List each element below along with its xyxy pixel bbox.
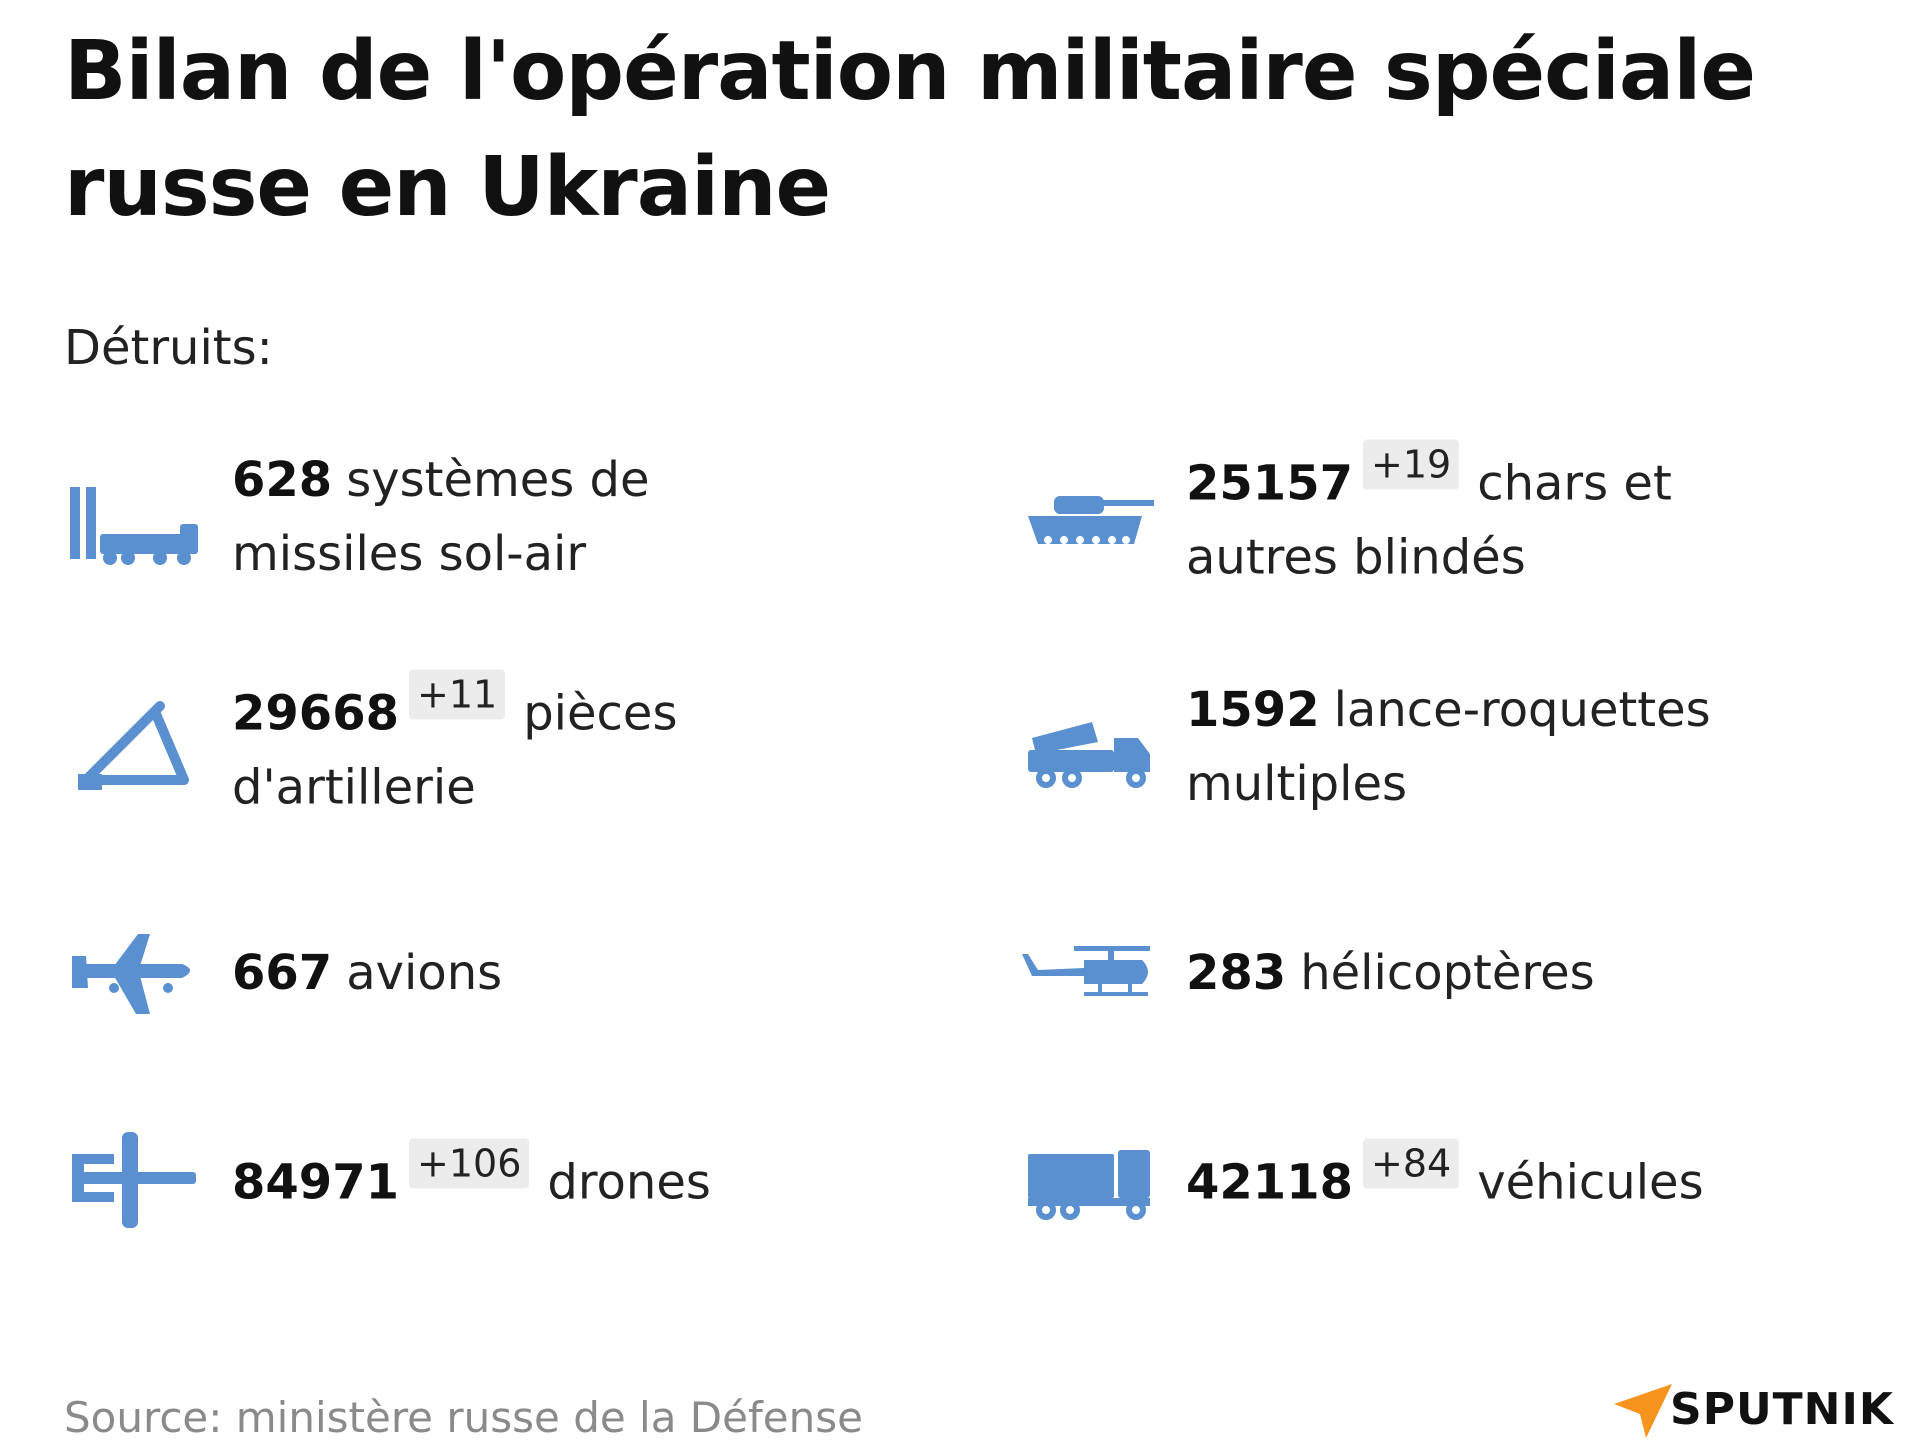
- stat-text: 667 avions: [232, 936, 832, 1010]
- stat-vehicles: 42118 +84 véhicules: [1018, 1094, 1778, 1264]
- stat-number: 628: [232, 452, 333, 508]
- infographic-title: Bilan de l'opération militaire spéciale …: [64, 24, 1756, 235]
- stat-helicopters: 283 hélicoptères: [1018, 888, 1778, 1058]
- artillery-icon: [64, 692, 204, 802]
- stat-text: 25157 +19 chars et autres blindés: [1186, 439, 1786, 595]
- stat-text: 29668 +11 pièces d'artillerie: [232, 669, 832, 825]
- stat-text: 283 hélicoptères: [1186, 936, 1786, 1010]
- airplane-icon: [64, 918, 204, 1028]
- stat-number: 42118: [1186, 1154, 1353, 1211]
- stat-label: lance-roquettes multiples: [1186, 682, 1711, 812]
- source-note: Source: ministère russe de la Défense: [64, 1393, 863, 1442]
- rocket-launcher-truck-icon: [1018, 692, 1158, 802]
- stat-text: 42118 +84 véhicules: [1186, 1138, 1786, 1220]
- stat-mlrs: 1592 lance-roquettes multiples: [1018, 662, 1778, 832]
- stat-number: 1592: [1186, 682, 1320, 738]
- stat-number: 84971: [232, 1154, 399, 1211]
- sputnik-logo-text: SPUTNIK: [1670, 1384, 1894, 1435]
- stat-label: avions: [346, 945, 503, 1001]
- stat-label: drones: [547, 1154, 711, 1211]
- drone-icon: [64, 1124, 204, 1234]
- sputnik-logo: SPUTNIK: [1612, 1380, 1912, 1440]
- stat-drones: 84971 +106 drones: [64, 1094, 824, 1264]
- stat-number: 25157: [1186, 455, 1353, 512]
- stat-text: 1592 lance-roquettes multiples: [1186, 673, 1786, 821]
- stat-delta-badge: +19: [1363, 439, 1460, 490]
- sam-launcher-icon: [64, 462, 204, 572]
- helicopter-icon: [1018, 918, 1158, 1028]
- stat-delta-badge: +106: [409, 1138, 530, 1189]
- stat-label: véhicules: [1477, 1154, 1704, 1211]
- stat-label: systèmes de missiles sol-air: [232, 452, 650, 582]
- stat-label: pièces d'artillerie: [232, 685, 678, 816]
- stat-text: 84971 +106 drones: [232, 1138, 832, 1220]
- stat-number: 29668: [232, 685, 399, 742]
- stat-number: 283: [1186, 945, 1287, 1001]
- stat-artillery: 29668 +11 pièces d'artillerie: [64, 662, 824, 832]
- tank-icon: [1018, 462, 1158, 572]
- stat-delta-badge: +84: [1363, 1138, 1460, 1189]
- sputnik-logo-mark-icon: [1614, 1384, 1672, 1438]
- stat-tanks: 25157 +19 chars et autres blindés: [1018, 432, 1778, 602]
- stat-aircraft: 667 avions: [64, 888, 824, 1058]
- stat-number: 667: [232, 945, 333, 1001]
- stat-text: 628 systèmes de missiles sol-air: [232, 443, 832, 591]
- stat-label: hélicoptères: [1300, 945, 1595, 1001]
- truck-icon: [1018, 1124, 1158, 1234]
- stat-label: chars et autres blindés: [1186, 455, 1672, 586]
- destroyed-heading: Détruits:: [64, 320, 273, 376]
- stat-delta-badge: +11: [409, 669, 506, 720]
- stat-air-defense: 628 systèmes de missiles sol-air: [64, 432, 824, 602]
